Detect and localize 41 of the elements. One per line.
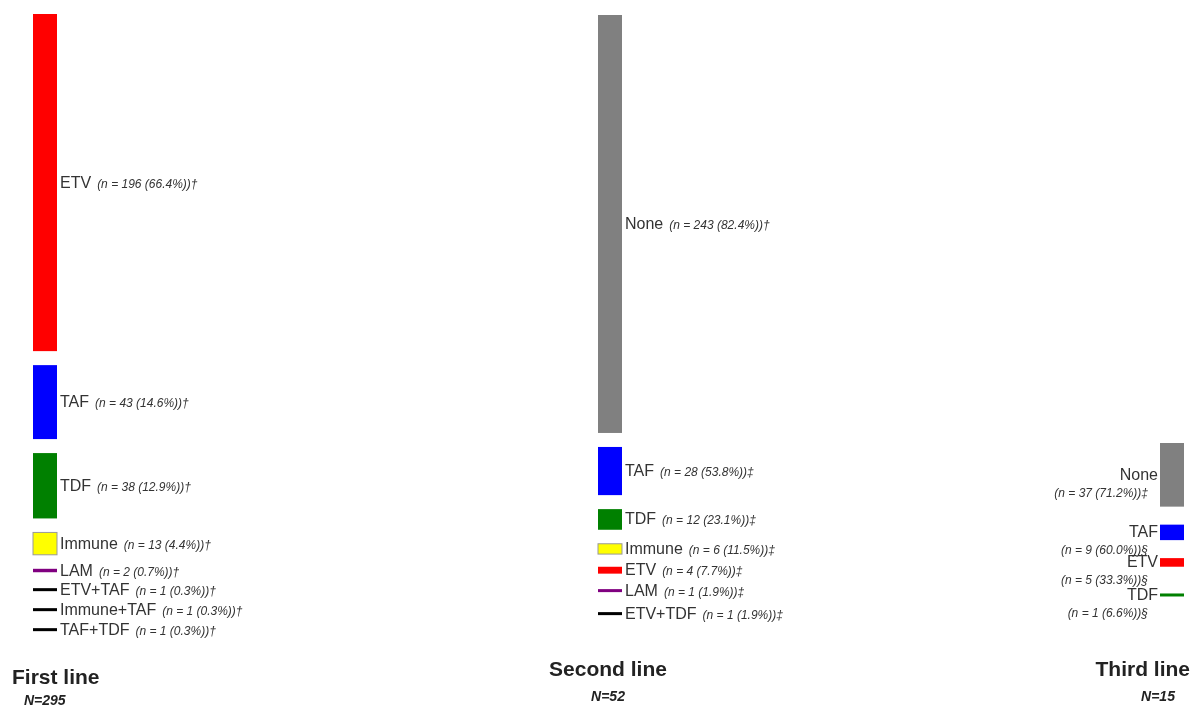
category-label: TAF	[60, 393, 90, 411]
category-label: Immune	[625, 539, 683, 557]
category-label: LAM	[625, 581, 658, 599]
data-label: (n = 13 (4.4%))†	[123, 537, 212, 552]
category-label: None	[1119, 465, 1159, 483]
data-label: (n = 4 (7.7%))‡	[662, 564, 743, 579]
text: First line	[12, 665, 100, 688]
category-label: Immune+TAF	[60, 600, 157, 618]
data-label: (n = 1 (0.3%))†	[135, 583, 217, 598]
data-label: (n = 2 (0.7%))†	[98, 564, 180, 579]
text: Third line	[1095, 657, 1190, 680]
text: N=295	[24, 692, 66, 708]
category-label: ETV+TAF	[60, 580, 130, 598]
category-label: TDF	[60, 476, 92, 494]
data-label: (n = 12 (23.1%))‡	[662, 513, 757, 528]
text: N=52	[591, 688, 626, 704]
data-label: (n = 1 (6.6%))§	[1067, 605, 1149, 620]
category-label: None	[625, 214, 664, 232]
text: Second line	[549, 657, 667, 680]
data-label: (n = 28 (53.8%))‡	[660, 465, 755, 480]
category-label: TAF	[625, 462, 655, 480]
category-label: TAF+TDF	[60, 620, 130, 638]
text: N=15	[1141, 688, 1176, 704]
data-label: (n = 37 (71.2%))‡	[1054, 485, 1149, 500]
data-label: (n = 6 (11.5%))‡	[688, 542, 776, 557]
category-label: TDF	[625, 510, 657, 528]
category-label: ETV+TDF	[625, 604, 697, 622]
data-label: (n = 38 (12.9%))†	[97, 479, 192, 494]
data-label: (n = 243 (82.4%))†	[669, 217, 770, 232]
category-label: TAF	[1128, 523, 1159, 541]
data-label: (n = 1 (1.9%))‡	[663, 584, 745, 599]
data-label: (n = 43 (14.6%))†	[95, 396, 190, 411]
category-label: LAM	[60, 561, 93, 579]
data-label: (n = 5 (33.3%))§	[1060, 573, 1149, 588]
data-label: (n = 1 (0.3%))†	[162, 603, 243, 618]
category-label: ETV	[60, 173, 92, 191]
data-label: (n = 1 (0.3%))†	[135, 623, 217, 638]
category-label: ETV	[625, 561, 657, 579]
category-label: Immune	[60, 534, 118, 552]
data-label: (n = 1 (1.9%))‡	[702, 607, 784, 622]
data-label: (n = 196 (66.4%))†	[97, 176, 198, 191]
